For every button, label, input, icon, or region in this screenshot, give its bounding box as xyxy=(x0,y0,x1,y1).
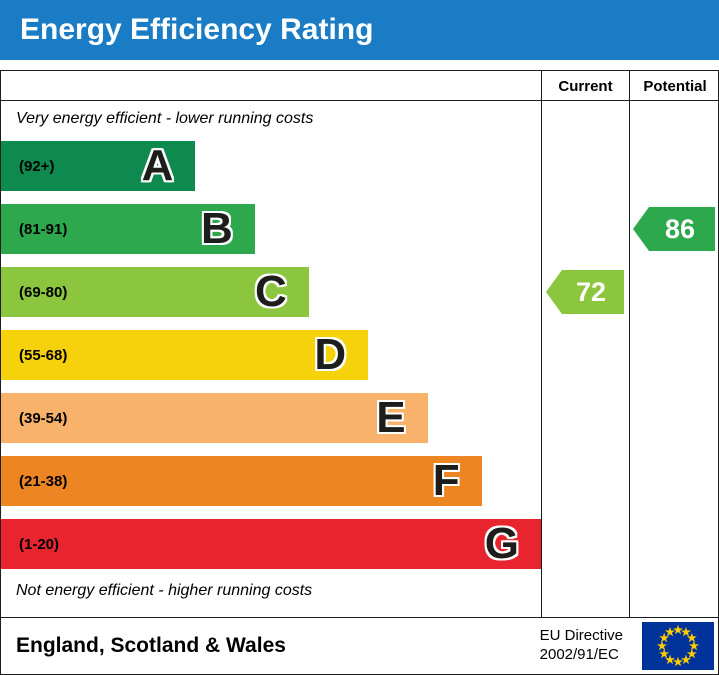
band-range-label: (1-20) xyxy=(19,535,60,553)
energy-efficiency-chart: Current Potential Very energy efficient … xyxy=(1,71,718,618)
band-row: (55-68) D xyxy=(1,330,541,380)
band-bar: (92+) A xyxy=(1,141,196,191)
eu-flag-stars xyxy=(656,624,700,667)
band-bar: (69-80) C xyxy=(1,267,309,317)
band-letter: D xyxy=(314,330,347,379)
band-range-label: (81-91) xyxy=(19,220,68,238)
potential-rating-tag: 86 xyxy=(633,207,715,251)
band-range-label: (92+) xyxy=(19,157,55,175)
band-bar: (1-20) G xyxy=(1,519,541,569)
eu-star-icon xyxy=(664,626,676,637)
eu-star-icon xyxy=(672,624,684,635)
band-range-label: (39-54) xyxy=(19,409,68,427)
band-letter: C xyxy=(255,267,287,316)
current-rating-value: 72 xyxy=(575,276,607,307)
potential-rating-value: 86 xyxy=(664,213,696,244)
band-letter: E xyxy=(376,393,406,442)
eu-directive-line2: 2002/91/EC xyxy=(539,646,619,663)
band-bar: (55-68) D xyxy=(1,330,369,380)
column-divider-current xyxy=(541,71,542,617)
band-row: (21-38) F xyxy=(1,456,541,506)
band-range-label: (69-80) xyxy=(19,283,68,301)
bottom-caption: Not energy efficient - higher running co… xyxy=(16,582,313,599)
eu-star-icon xyxy=(672,656,684,667)
certificate-footer: England, Scotland & Wales EU Directive 2… xyxy=(1,618,718,674)
band-row: (39-54) E xyxy=(1,393,541,443)
band-row: (1-20) G xyxy=(1,519,541,569)
eu-flag-icon xyxy=(642,622,714,670)
band-bar: (39-54) E xyxy=(1,393,428,443)
eu-star-icon xyxy=(688,640,700,651)
epc-certificate: Current Potential Very energy efficient … xyxy=(0,70,719,675)
eu-star-icon xyxy=(664,654,676,665)
eu-star-icon xyxy=(680,654,692,665)
band-letter: G xyxy=(484,519,519,568)
eu-star-icon xyxy=(656,640,668,651)
eu-star-icon xyxy=(686,632,697,643)
eu-directive-line1: EU Directive xyxy=(539,627,623,645)
current-rating-tag: 72 xyxy=(546,270,624,314)
page-title: Energy Efficiency Rating xyxy=(20,13,374,46)
eu-star-icon xyxy=(659,648,670,659)
band-letter: B xyxy=(201,204,233,253)
band-row: (92+) A xyxy=(1,141,541,191)
eu-directive-text: EU Directive 2002/91/EC xyxy=(540,627,623,665)
current-column-header: Current xyxy=(558,77,613,95)
band-bar: (81-91) B xyxy=(1,204,255,254)
band-range-label: (21-38) xyxy=(19,472,68,490)
band-row: (69-80) C xyxy=(1,267,541,317)
band-bar: (21-38) F xyxy=(1,456,482,506)
band-row: (81-91) B xyxy=(1,204,541,254)
region-label: England, Scotland & Wales xyxy=(16,634,286,657)
chart-header-row: Current Potential xyxy=(1,71,718,101)
rating-bands: (92+) A (81-91) B (69-80) C (55-68) xyxy=(1,141,541,582)
top-caption: Very energy efficient - lower running co… xyxy=(16,110,314,127)
header-banner: Energy Efficiency Rating xyxy=(0,0,719,60)
eu-star-icon xyxy=(659,632,670,643)
band-range-label: (55-68) xyxy=(19,346,68,364)
column-divider-potential xyxy=(629,71,630,617)
band-letter: F xyxy=(432,456,460,505)
band-letter: A xyxy=(141,141,174,190)
potential-column-header: Potential xyxy=(643,77,707,95)
eu-star-icon xyxy=(686,648,697,659)
eu-star-icon xyxy=(680,626,692,637)
